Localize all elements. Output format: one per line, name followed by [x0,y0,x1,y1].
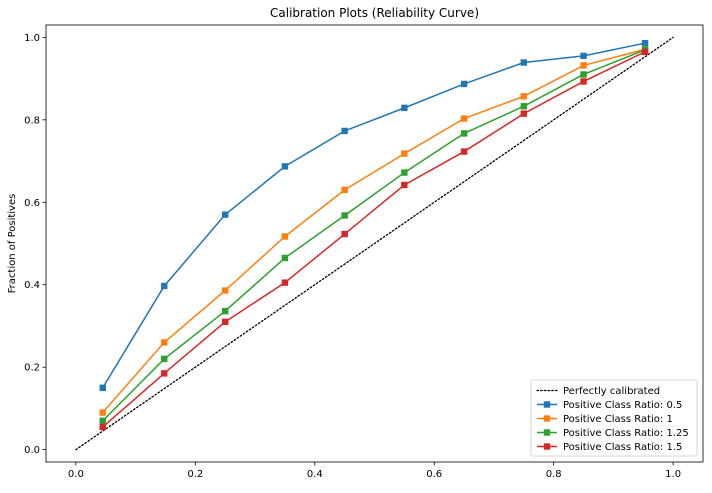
data-point [341,230,348,238]
data-point [641,39,649,47]
data-point [341,212,348,219]
legend-entry: Perfectly calibrated [536,386,660,397]
legend-marker [543,429,551,436]
series-3 [99,46,649,424]
data-point [460,115,468,122]
legend: Perfectly calibrated Positive Class Ratio… [530,379,698,457]
plot-area: 0.0 0.2 0.4 0.6 0.8 1.0 0.0 0.2 0.4 0.6 0.8 1.0 [24,24,704,480]
data-point [221,307,229,315]
data-point [460,130,468,137]
legend-entry: Positive Class Ratio: 1.25 [537,428,689,439]
legend-label: Positive Class Ratio: 1.5 [563,442,682,453]
legend-entry: Positive Class Ratio: 1 [537,414,673,425]
series-line [102,48,646,414]
legend-label: Positive Class Ratio: 0.5 [563,400,682,411]
x-tick-label: 0.2 [187,469,203,480]
x-tick-label: 0.0 [68,469,84,480]
data-point [221,318,229,326]
data-point [401,104,408,112]
data-point [281,254,289,262]
y-tick-label: 0.6 [24,198,40,209]
y-tick-label: 0.4 [24,280,40,291]
data-point [99,384,106,391]
data-point [460,80,468,88]
y-tick-label: 0.0 [24,445,40,456]
legend-entry: Positive Class Ratio: 0.5 [537,400,682,411]
data-point [341,127,348,135]
data-point [221,287,229,294]
data-point [281,279,289,286]
y-tick-label: 0.8 [24,115,40,126]
axes-frame [45,24,704,463]
data-point [580,78,587,85]
series-4 [99,48,649,431]
x-tick-label: 0.6 [426,469,442,480]
data-point [580,62,587,69]
data-point [460,148,468,155]
legend-marker [543,443,551,450]
chart-title: Calibration Plots (Reliability Curve) [270,6,479,20]
data-point [99,417,106,424]
data-point [281,163,289,170]
data-point [401,169,408,176]
y-tick-label: 1.0 [24,33,40,44]
data-point [161,339,168,346]
y-tick-label: 0.2 [24,363,40,374]
legend-label: Positive Class Ratio: 1.25 [563,428,689,439]
data-point [99,409,106,416]
series-line [102,51,646,428]
data-point [161,282,168,290]
x-tick-label: 0.8 [546,469,562,480]
x-tick-label: 1.0 [665,469,681,480]
data-point [520,110,528,117]
series-1 [99,39,649,391]
legend-marker [543,401,551,408]
data-point [401,150,408,157]
data-point [580,71,587,78]
x-tick-label: 0.4 [307,469,323,480]
legend-label: Perfectly calibrated [563,386,660,397]
legend-marker [543,415,551,422]
data-point [520,93,528,100]
data-point [341,186,348,194]
legend-label: Positive Class Ratio: 1 [563,414,673,425]
data-point [641,48,649,55]
data-point [401,181,408,189]
data-point [99,423,106,431]
y-axis-label: Fraction of Positives [7,194,18,294]
series-2 [99,46,649,416]
series-line [102,49,646,422]
data-point [161,355,168,363]
data-point [281,233,289,240]
legend-box [530,379,698,457]
reference-line [75,36,674,451]
data-point [520,59,528,66]
data-point [520,103,528,110]
series-line [102,42,646,389]
data-point [161,370,168,377]
data-point [221,211,229,218]
data-point [580,52,587,60]
legend-entry: Positive Class Ratio: 1.5 [537,442,682,453]
